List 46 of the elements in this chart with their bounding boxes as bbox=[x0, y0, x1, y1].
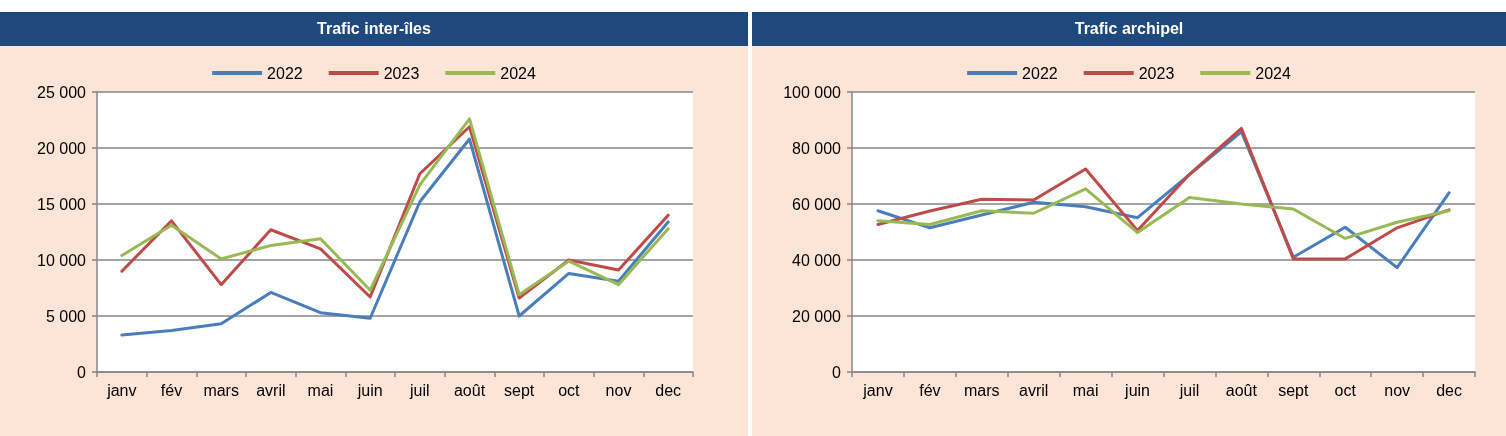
legend-label: 2024 bbox=[500, 64, 536, 82]
x-tick-label: dec bbox=[1436, 381, 1462, 399]
y-tick-label: 5 000 bbox=[45, 307, 87, 325]
x-tick-label: juin bbox=[356, 381, 383, 399]
x-tick-label: avril bbox=[256, 381, 286, 399]
y-tick-label: 0 bbox=[77, 363, 87, 381]
x-tick-label: oct bbox=[558, 381, 581, 399]
x-tick-label: dec bbox=[655, 381, 682, 399]
x-tick-label: nov bbox=[605, 381, 632, 399]
chart-title: Trafic archipel bbox=[752, 12, 1506, 46]
y-tick-label: 10 000 bbox=[37, 251, 87, 269]
line-series bbox=[120, 137, 670, 337]
y-tick-label: 20 000 bbox=[792, 307, 842, 325]
x-tick-label: janv bbox=[106, 381, 137, 399]
x-tick-label: fév bbox=[919, 381, 941, 399]
y-tick-label: 0 bbox=[832, 363, 842, 381]
chart-title: Trafic inter-îles bbox=[0, 12, 748, 46]
x-tick-label: août bbox=[1225, 381, 1258, 399]
x-tick-label: mai bbox=[307, 381, 334, 399]
x-tick-label: janv bbox=[862, 381, 893, 399]
legend-label: 2022 bbox=[267, 64, 303, 82]
y-tick-label: 25 000 bbox=[37, 83, 87, 101]
y-tick-label: 20 000 bbox=[37, 139, 87, 157]
x-tick-label: mars bbox=[203, 381, 239, 399]
y-tick-label: 80 000 bbox=[792, 139, 842, 157]
x-tick-label: nov bbox=[1384, 381, 1411, 399]
x-tick-label: oct bbox=[1334, 381, 1357, 399]
x-tick-label: sept bbox=[504, 381, 535, 399]
legend-label: 2022 bbox=[1022, 64, 1058, 82]
line-series bbox=[876, 187, 1451, 240]
x-tick-label: juin bbox=[1124, 381, 1150, 399]
y-tick-label: 60 000 bbox=[792, 195, 842, 213]
y-tick-label: 40 000 bbox=[792, 251, 842, 269]
y-tick-label: 100 000 bbox=[783, 83, 842, 101]
x-tick-label: août bbox=[453, 381, 486, 399]
x-tick-label: avril bbox=[1019, 381, 1049, 399]
legend-label: 2023 bbox=[1138, 64, 1175, 82]
x-tick-label: sept bbox=[1278, 381, 1309, 399]
x-tick-label: mars bbox=[964, 381, 1000, 399]
legend-label: 2024 bbox=[1255, 64, 1291, 82]
legend-label: 2023 bbox=[383, 64, 420, 82]
x-tick-label: fév bbox=[160, 381, 183, 399]
x-tick-label: juil bbox=[1178, 381, 1200, 399]
y-tick-label: 15 000 bbox=[37, 195, 87, 213]
x-tick-label: mai bbox=[1072, 381, 1099, 399]
x-tick-label: juil bbox=[409, 381, 430, 399]
